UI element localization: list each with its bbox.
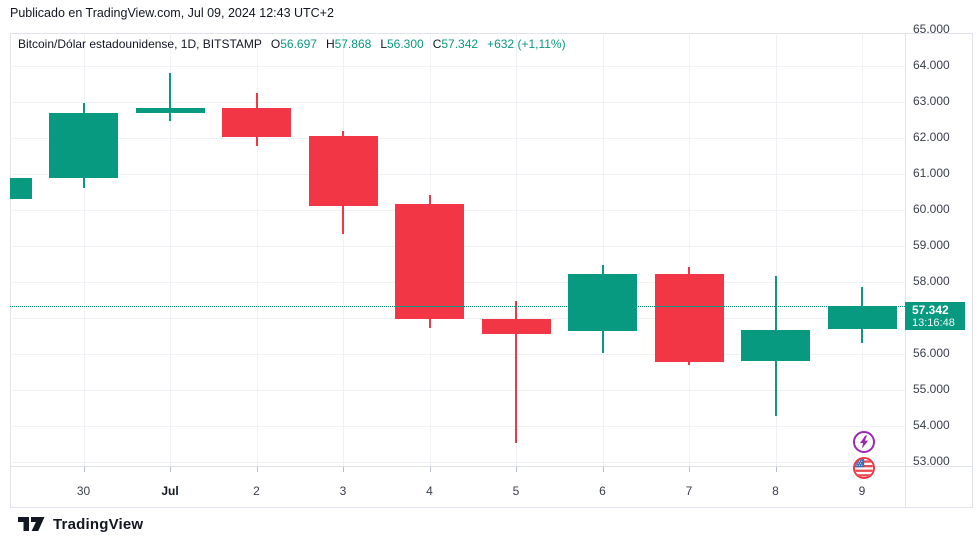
time-tick-mark	[602, 467, 604, 472]
candlestick-plot-area[interactable]	[10, 33, 905, 466]
gridline-vertical	[862, 33, 863, 466]
price-tick-label: 62.000	[913, 130, 950, 144]
gridline-vertical	[343, 33, 344, 466]
time-tick-label: 5	[512, 484, 520, 498]
gridline-horizontal	[10, 66, 905, 67]
gridline-horizontal	[10, 138, 905, 139]
us-flag-icon	[853, 457, 875, 479]
tradingview-footer-link[interactable]: TradingView	[18, 515, 143, 533]
price-tick-label: 56.000	[913, 346, 950, 360]
price-tick-label: 54.000	[913, 418, 950, 432]
last-price-line	[10, 305, 905, 307]
time-tick-mark	[775, 467, 777, 472]
time-tick-label: 2	[253, 484, 260, 498]
tradingview-logo-icon	[18, 517, 45, 531]
lightning-icon	[853, 431, 875, 453]
candle-body-7	[654, 273, 724, 363]
price-tick-label: 59.000	[913, 238, 950, 252]
gridline-vertical	[602, 33, 604, 466]
gridline-horizontal	[10, 426, 905, 427]
candle-body-8	[741, 330, 810, 361]
tradingview-wordmark: TradingView	[53, 515, 144, 533]
price-tick-label: 61.000	[913, 166, 950, 180]
time-tick-label: Jul	[161, 484, 179, 498]
gridline-horizontal	[10, 462, 905, 463]
symbol-title[interactable]: Bitcoin/Dólar estadounidense, 1D, BITSTA…	[18, 37, 262, 51]
chart-frame	[10, 33, 973, 508]
open-label: O	[270, 37, 281, 51]
time-tick-mark	[516, 467, 517, 472]
open-value: 56.697	[280, 37, 317, 51]
gridline-horizontal	[10, 354, 905, 355]
price-axis-separator	[905, 33, 906, 508]
last-price-value: 57.342	[912, 302, 949, 317]
price-axis[interactable]: 65.000 64.000 63.000 62.000 61.000 60.000 59.0…	[906, 0, 973, 508]
bar-countdown: 13:16:48	[912, 316, 955, 329]
time-tick-mark	[256, 467, 258, 472]
low-label: L	[380, 37, 387, 51]
gridline-vertical	[256, 33, 258, 466]
time-axis-separator	[10, 466, 973, 467]
time-tick-mark	[343, 467, 344, 472]
candle-body-4	[395, 203, 464, 319]
publish-line: Publicado en TradingView.com, Jul 09, 20…	[10, 6, 334, 20]
candle-body-9	[827, 305, 897, 329]
chart-legend[interactable]: Bitcoin/Dólar estadounidense, 1D, BITSTA…	[18, 37, 566, 51]
gridline-vertical	[170, 33, 171, 466]
high-value: 57.868	[334, 37, 372, 51]
gridline-vertical	[775, 33, 777, 466]
candle-wick	[169, 72, 171, 122]
time-tick-label: 30	[76, 484, 91, 498]
candle-wick	[515, 300, 517, 444]
gridline-horizontal	[10, 390, 905, 391]
price-tick-label: 64.000	[913, 58, 950, 72]
crypto-event-marker[interactable]	[852, 430, 876, 454]
candle-body-Jul	[135, 107, 205, 113]
time-tick-label: 6	[599, 484, 606, 498]
time-tick-mark	[170, 467, 171, 472]
close-label: C	[432, 37, 442, 51]
price-tick-label: 63.000	[913, 94, 950, 108]
time-tick-label: 9	[858, 484, 866, 498]
candle-body-2	[222, 107, 291, 137]
gridline-vertical	[83, 33, 85, 466]
price-tick-label: 65.000	[913, 22, 950, 36]
price-tick-label: 60.000	[913, 202, 950, 216]
close-value: 57.342	[441, 37, 479, 51]
price-tick-label: 58.000	[913, 274, 950, 288]
high-label: H	[325, 37, 335, 51]
change-value: +632 (+1,11%)	[487, 37, 566, 51]
low-value: 56.300	[387, 37, 424, 51]
gridline-vertical	[516, 33, 517, 466]
time-tick-label: 3	[339, 484, 347, 498]
price-tick-label: 55.000	[913, 382, 950, 396]
time-tick-mark	[429, 467, 431, 472]
time-tick-label: 7	[685, 484, 693, 498]
candle-body-3	[308, 135, 378, 206]
time-tick-label: 8	[772, 484, 779, 498]
us-economic-event-marker[interactable]	[852, 456, 876, 480]
time-tick-mark	[689, 467, 690, 472]
candle-body-6	[568, 273, 637, 332]
price-tick-label: 53.000	[913, 454, 950, 468]
candle-body-edge	[10, 178, 32, 199]
time-tick-label: 4	[426, 484, 433, 498]
gridline-vertical	[689, 33, 690, 466]
gridline-horizontal	[10, 174, 905, 175]
last-price-badge: 57.342 13:16:48	[905, 301, 965, 330]
time-tick-mark	[83, 467, 85, 472]
gridline-horizontal	[10, 102, 905, 103]
candle-body-5	[481, 318, 551, 334]
candle-body-30	[49, 112, 118, 179]
